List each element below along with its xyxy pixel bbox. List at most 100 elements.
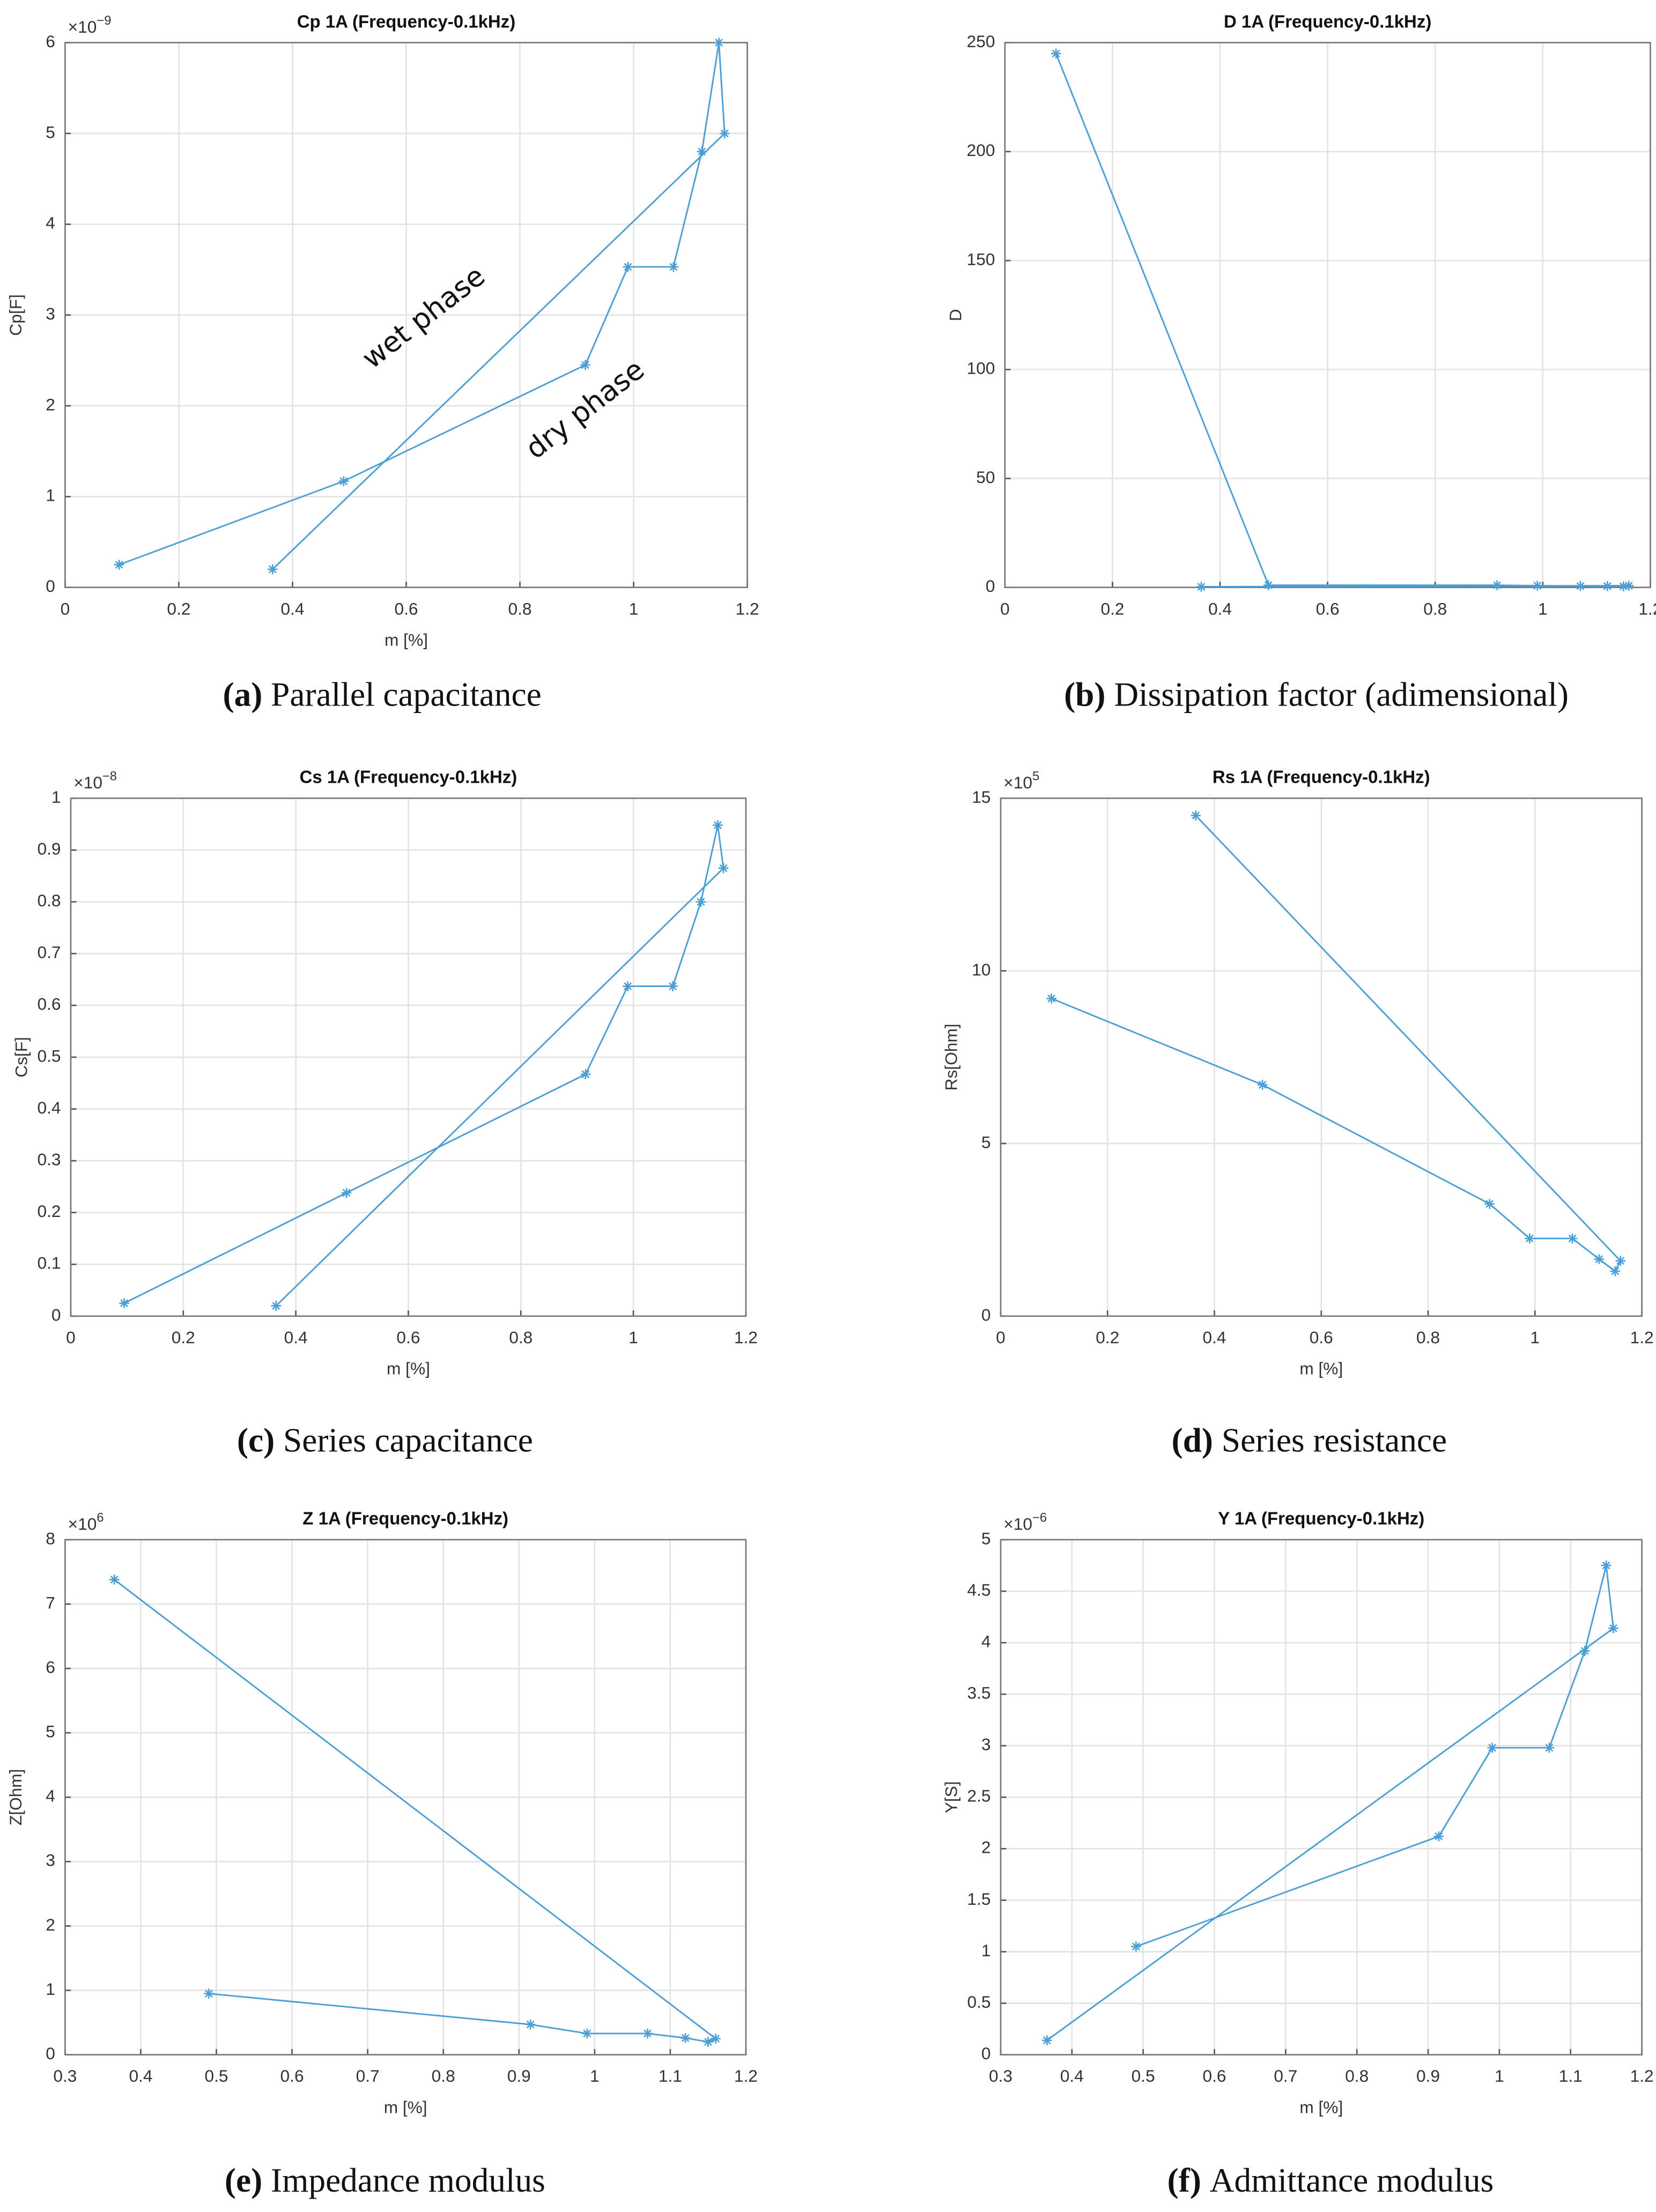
plot-frame bbox=[64, 1539, 747, 2055]
x-tick-label: 0.6 bbox=[394, 599, 418, 618]
caption-text: Parallel capacitance bbox=[271, 676, 542, 713]
x-tick-label: 0.6 bbox=[280, 2066, 304, 2085]
y-axis-label: D bbox=[946, 309, 965, 321]
x-tick-label: 0.8 bbox=[1345, 2066, 1369, 2085]
x-tick-label: 0.6 bbox=[396, 1328, 420, 1347]
y-multiplier: ×10−9 bbox=[68, 13, 112, 36]
data-point bbox=[1191, 810, 1201, 821]
y-tick-label: 1 bbox=[51, 787, 61, 806]
data-point bbox=[623, 262, 633, 272]
data-point bbox=[1575, 581, 1586, 591]
plot-frame bbox=[1000, 1539, 1643, 2055]
data-point bbox=[1046, 993, 1056, 1004]
y-tick-label: 100 bbox=[967, 359, 995, 378]
data-point bbox=[1525, 1233, 1535, 1244]
x-tick-label: 1 bbox=[1531, 1328, 1540, 1347]
caption-text: Admittance modulus bbox=[1210, 2161, 1494, 2199]
y-tick-label: 200 bbox=[967, 140, 995, 160]
y-tick-label: 4.5 bbox=[967, 1580, 991, 1599]
y-tick-label: 10 bbox=[972, 960, 990, 979]
y-tick-label: 1 bbox=[981, 1941, 991, 1960]
y-tick-label: 3 bbox=[46, 304, 55, 323]
y-tick-label: 2.5 bbox=[967, 1786, 991, 1806]
caption: (b) Dissipation factor (adimensional) bbox=[1064, 676, 1569, 713]
y-axis-label: Cp[F] bbox=[6, 294, 25, 336]
y-tick-label: 250 bbox=[967, 32, 995, 51]
data-point bbox=[1608, 1623, 1618, 1634]
data-point bbox=[338, 476, 349, 486]
y-tick-label: 0.3 bbox=[37, 1150, 61, 1169]
data-point bbox=[1610, 1266, 1621, 1276]
y-tick-label: 4 bbox=[46, 1786, 55, 1806]
caption-label: (e) bbox=[225, 2161, 262, 2199]
x-tick-label: 0.6 bbox=[1316, 599, 1340, 618]
x-tick-label: 0 bbox=[66, 1328, 76, 1347]
y-tick-label: 0.9 bbox=[37, 839, 61, 858]
y-tick-label: 0.2 bbox=[37, 1201, 61, 1221]
y-tick-label: 150 bbox=[967, 249, 995, 269]
x-tick-label: 1 bbox=[1538, 599, 1548, 618]
x-tick-label: 0 bbox=[61, 599, 70, 618]
x-tick-label: 0 bbox=[996, 1328, 1006, 1347]
caption-text: Series capacitance bbox=[283, 1421, 533, 1459]
x-tick-label: 0.8 bbox=[1423, 599, 1447, 618]
data-point bbox=[580, 1069, 591, 1080]
y-multiplier-base: ×10 bbox=[68, 18, 97, 37]
data-point bbox=[697, 146, 707, 157]
x-tick-label: 0.4 bbox=[284, 1328, 308, 1347]
data-point bbox=[1131, 1941, 1141, 1952]
x-tick-label: 1 bbox=[590, 2066, 600, 2085]
y-tick-label: 3 bbox=[981, 1735, 991, 1754]
data-point bbox=[1602, 581, 1613, 591]
y-multiplier-base: ×10 bbox=[68, 1515, 97, 1534]
data-point bbox=[719, 128, 730, 139]
x-tick-label: 0.7 bbox=[1274, 2066, 1297, 2085]
y-tick-label: 7 bbox=[46, 1593, 55, 1612]
y-tick-label: 5 bbox=[46, 1722, 55, 1741]
data-point bbox=[680, 2033, 691, 2043]
y-tick-label: 0 bbox=[46, 576, 55, 596]
y-axis-label: Z[Ohm] bbox=[6, 1769, 25, 1826]
y-tick-label: 0.5 bbox=[37, 1046, 61, 1065]
y-tick-label: 0.6 bbox=[37, 994, 61, 1014]
y-tick-label: 8 bbox=[46, 1528, 55, 1548]
caption-label: (f) bbox=[1167, 2161, 1201, 2199]
y-multiplier-exponent: −6 bbox=[1032, 1511, 1047, 1525]
data-point bbox=[119, 1298, 129, 1309]
x-tick-label: 0.8 bbox=[509, 1328, 533, 1347]
x-tick-label: 1.1 bbox=[659, 2066, 682, 2085]
x-tick-label: 1.2 bbox=[736, 599, 759, 618]
y-tick-label: 0.7 bbox=[37, 942, 61, 962]
x-tick-label: 0.4 bbox=[280, 599, 304, 618]
x-tick-label: 0.2 bbox=[1096, 1328, 1119, 1347]
data-point bbox=[580, 360, 590, 370]
y-tick-label: 2 bbox=[46, 395, 55, 414]
x-tick-label: 1.2 bbox=[1630, 2066, 1654, 2085]
caption-text: Impedance modulus bbox=[271, 2161, 545, 2199]
data-point bbox=[271, 1301, 282, 1311]
x-tick-label: 1 bbox=[629, 599, 639, 618]
data-point bbox=[582, 2028, 592, 2039]
data-point bbox=[1567, 1233, 1578, 1244]
caption: (d) Series resistance bbox=[1172, 1421, 1447, 1459]
y-tick-label: 4 bbox=[46, 213, 55, 233]
data-point bbox=[668, 981, 678, 991]
x-tick-label: 0.3 bbox=[53, 2066, 77, 2085]
data-point bbox=[1615, 1256, 1625, 1266]
data-point bbox=[703, 2037, 713, 2047]
y-tick-label: 0 bbox=[986, 576, 995, 596]
y-tick-label: 0.5 bbox=[967, 1992, 991, 2011]
x-tick-label: 0.2 bbox=[172, 1328, 195, 1347]
x-tick-label: 1 bbox=[629, 1328, 638, 1347]
caption: (a) Parallel capacitance bbox=[223, 676, 542, 713]
y-tick-label: 0 bbox=[46, 2044, 55, 2063]
y-tick-label: 0 bbox=[51, 1305, 61, 1324]
x-tick-label: 0.5 bbox=[205, 2066, 228, 2085]
y-tick-label: 1 bbox=[46, 1979, 55, 1999]
data-point bbox=[1624, 581, 1634, 591]
y-multiplier-base: ×10 bbox=[73, 773, 102, 792]
data-point bbox=[642, 2028, 653, 2039]
x-tick-label: 1.2 bbox=[1638, 599, 1656, 618]
